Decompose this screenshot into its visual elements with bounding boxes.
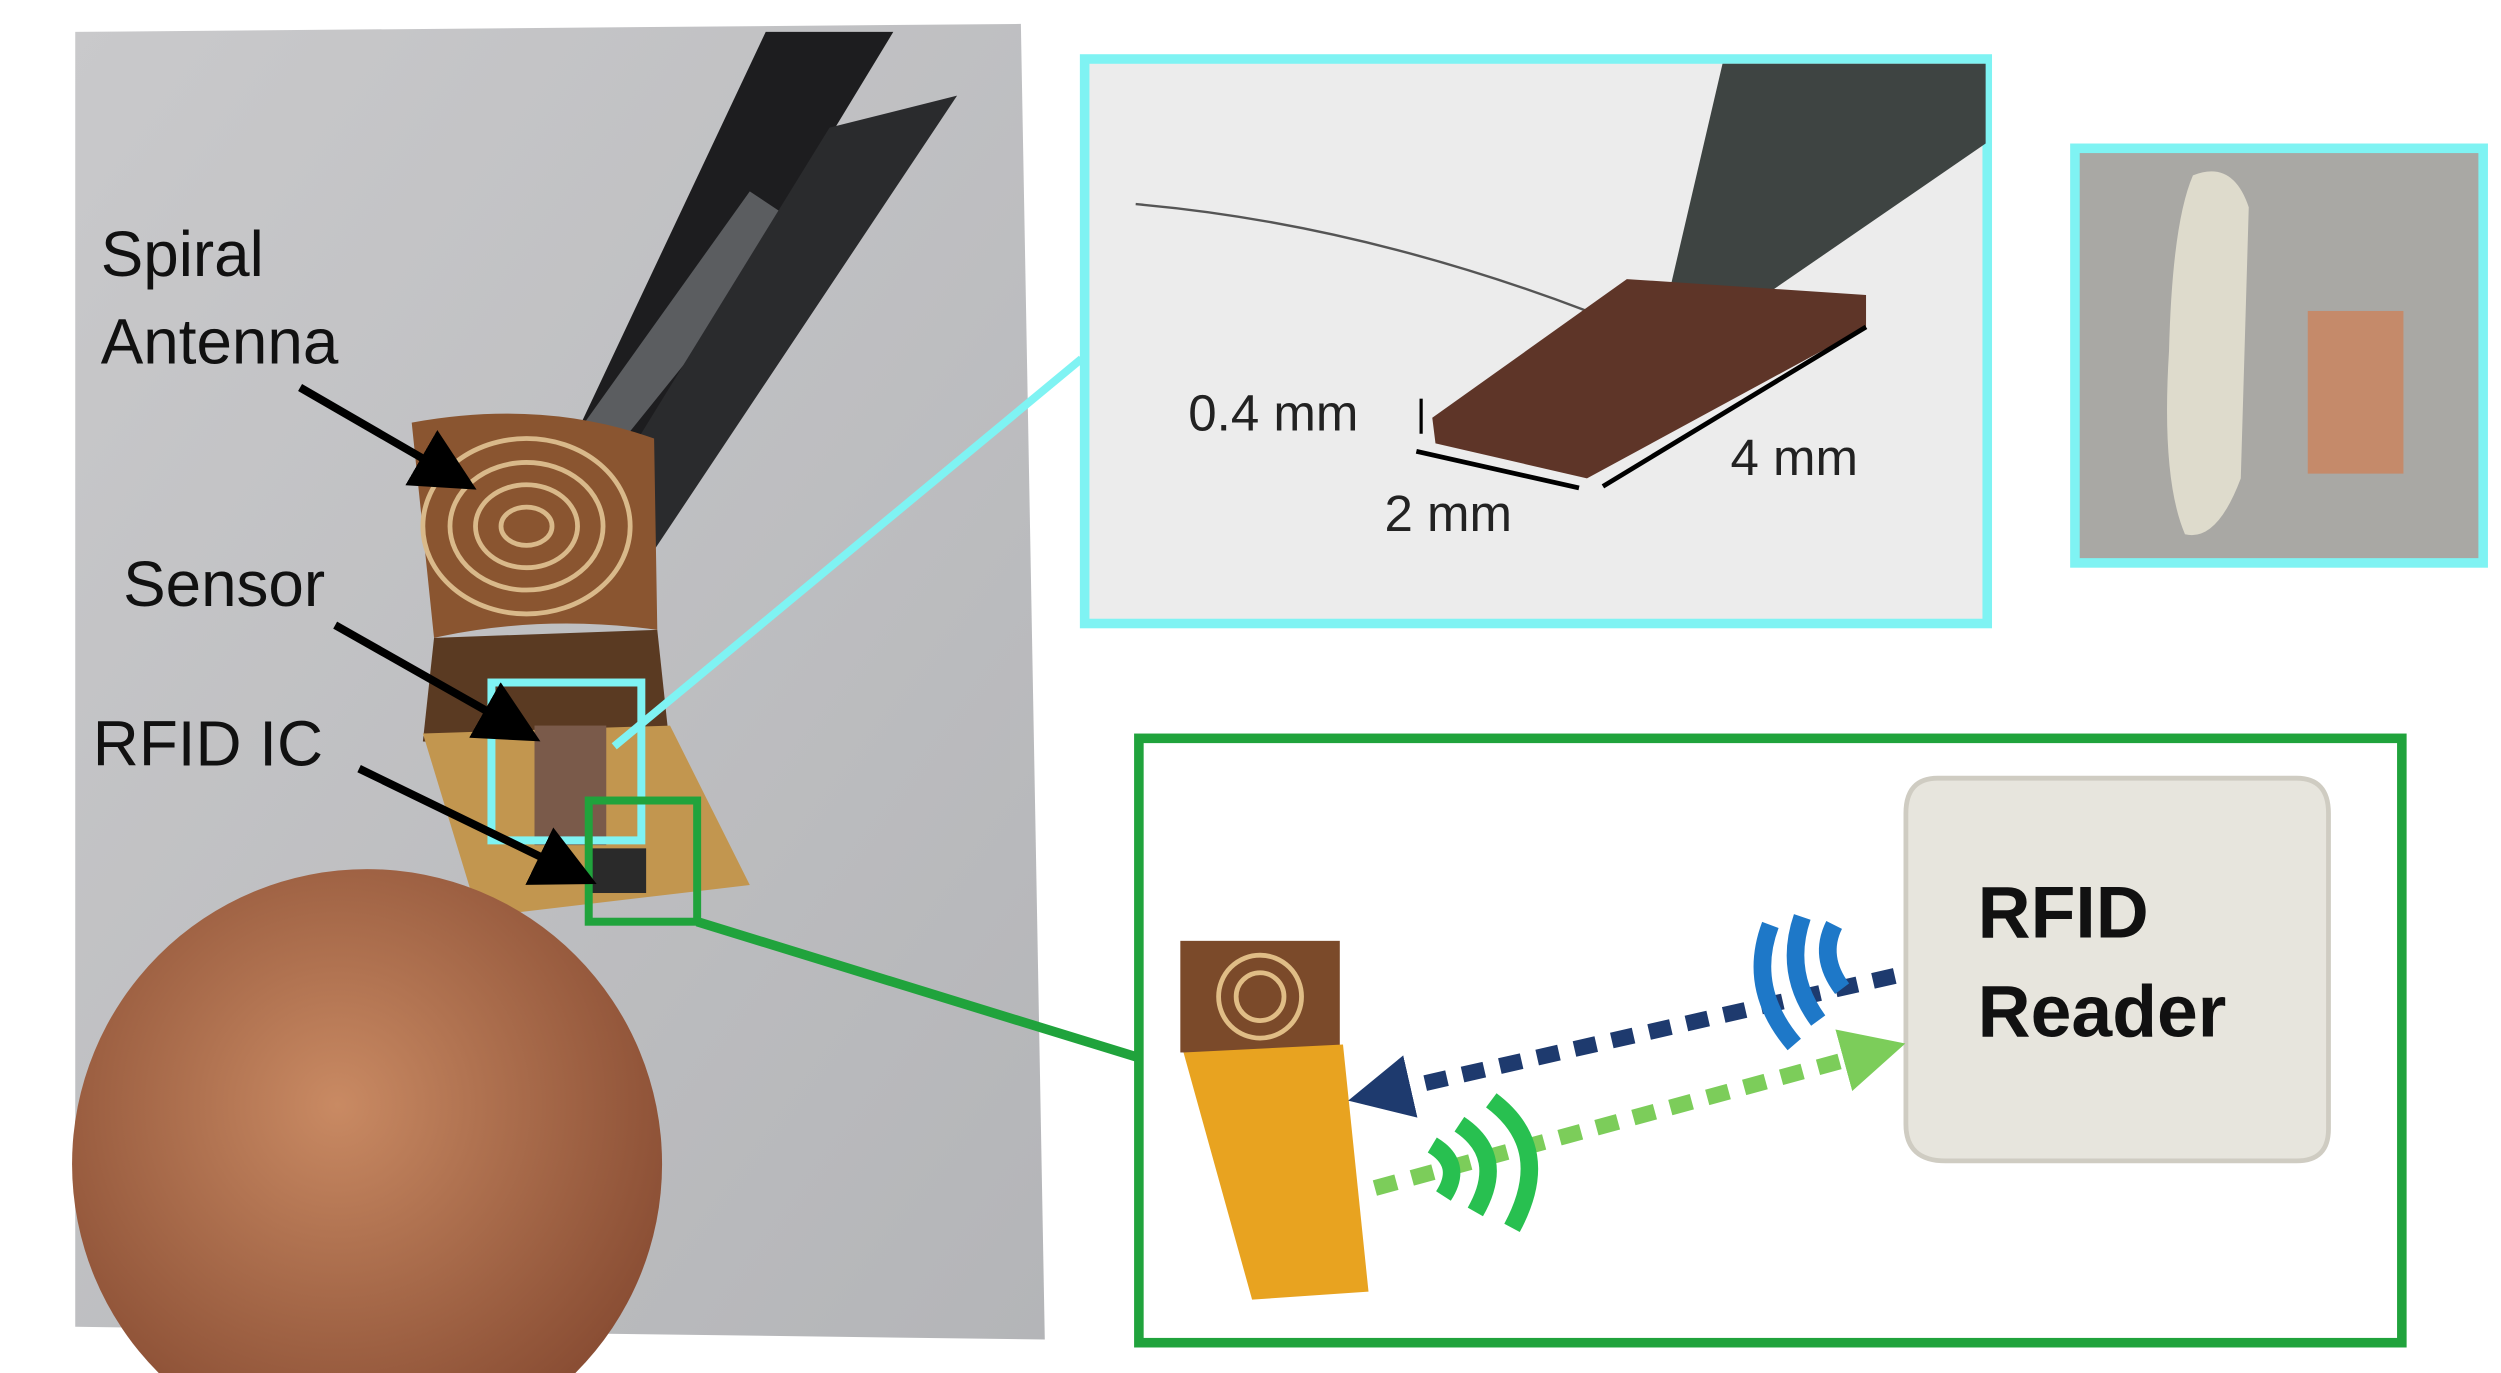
dimension-label: 2 mm [1384,485,1512,542]
sensor-chip [534,725,607,846]
wave-icon [1427,1093,1539,1233]
penny [72,869,662,1373]
wire [1135,202,1588,313]
wave-icon [1753,914,1850,1051]
pointer-arrow [357,765,597,885]
reader-device [1903,775,2331,1164]
uplink-arrow [1372,1029,1906,1196]
label: RFID IC [93,707,323,779]
dimension-line [1601,324,1868,489]
pointer-arrow [298,384,477,490]
zoom-connector [611,355,1085,750]
tag-antenna [1180,940,1340,1053]
chip [2307,310,2404,474]
rice-inset [2070,143,2488,568]
rice-grain [2167,171,2249,536]
rfid-chip [590,848,647,894]
reader-panel: RFID Reader [1134,733,2407,1348]
spiral [1216,952,1304,1041]
inset-frame [2070,143,2488,568]
dimension-label: 0.4 mm [1188,385,1358,442]
dimension-label: 4 mm [1730,429,1858,486]
tweezer [574,95,958,575]
tweezer [1666,63,1986,319]
label: Sensor [123,548,325,620]
spiral [420,436,633,617]
left-photo: Spiral Antenna Sensor RFID IC [72,23,1045,1373]
label: Antenna [101,306,339,378]
chip [1432,279,1867,479]
dimension-line [1415,448,1580,491]
chip-inset: 0.4 mm 2 mm 4 mm [1079,54,1993,629]
spiral [1233,970,1287,1023]
reader-label: RFID [1978,872,2149,954]
tag-board [1183,1044,1369,1300]
pointer-arrow [333,621,541,742]
label: Spiral [101,218,264,290]
reader-label: Reader [1978,971,2227,1053]
